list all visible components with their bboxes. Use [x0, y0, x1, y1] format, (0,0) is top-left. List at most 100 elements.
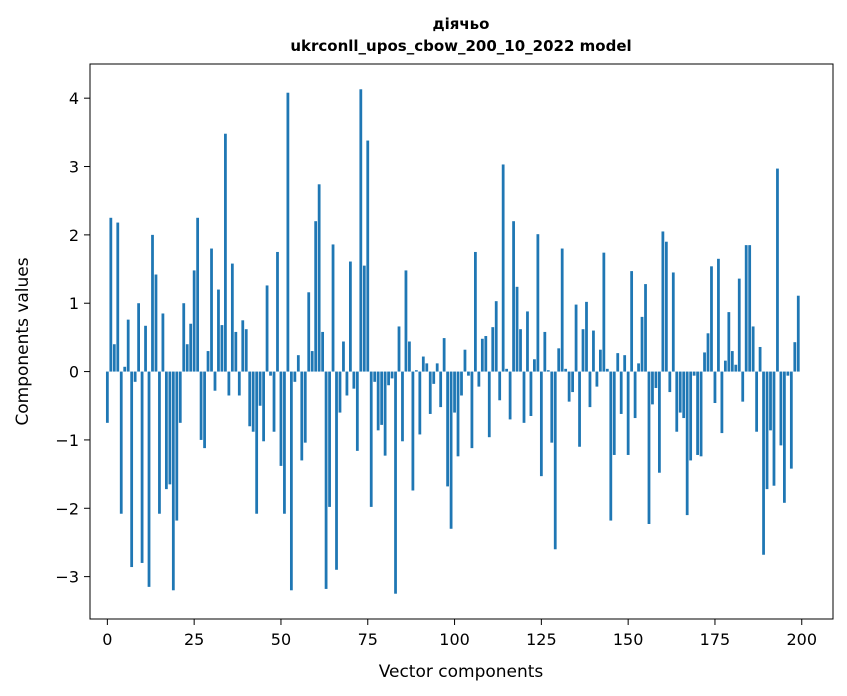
bar: [585, 301, 588, 372]
bar: [515, 286, 519, 372]
bar: [404, 270, 408, 372]
bar: [112, 344, 116, 372]
bar: [651, 371, 654, 405]
bar: [178, 371, 182, 423]
x-tick-label: 0: [102, 630, 112, 649]
bar-series: [105, 89, 800, 594]
bar: [432, 371, 436, 384]
bar: [335, 371, 338, 570]
bar: [359, 89, 363, 372]
bar: [185, 344, 189, 372]
bar: [265, 285, 269, 372]
bar: [595, 371, 599, 387]
bar: [147, 371, 151, 587]
bar: [546, 370, 550, 372]
bar: [210, 248, 213, 372]
bar: [289, 371, 293, 591]
bar: [671, 272, 675, 372]
y-tick-label: 3: [69, 158, 79, 177]
bar: [696, 371, 699, 455]
bar: [796, 295, 800, 372]
bar: [664, 241, 668, 372]
bar: [199, 371, 203, 440]
bar: [154, 274, 158, 372]
bar: [276, 251, 279, 372]
bar: [682, 371, 686, 419]
bar: [685, 371, 689, 516]
bar: [737, 278, 741, 372]
bar: [255, 371, 259, 514]
bar: [425, 363, 429, 372]
bar: [658, 371, 661, 473]
bar: [633, 371, 637, 419]
bar: [272, 371, 276, 432]
bar: [342, 341, 345, 372]
bar: [137, 303, 140, 372]
bar: [126, 319, 130, 372]
bar: [262, 371, 265, 442]
bar: [453, 371, 456, 413]
bar: [539, 371, 543, 477]
bar: [560, 248, 564, 372]
bar: [307, 292, 311, 372]
bar: [772, 371, 776, 486]
bar: [123, 366, 127, 372]
bar: [449, 371, 453, 529]
bar: [661, 231, 665, 372]
bar: [192, 270, 196, 372]
bar: [119, 371, 123, 514]
bar: [355, 371, 359, 451]
bar: [592, 330, 595, 372]
bar: [529, 371, 533, 416]
bar: [480, 338, 484, 372]
bar: [512, 221, 515, 372]
bar: [769, 371, 772, 431]
bar: [498, 371, 502, 401]
bar: [487, 371, 491, 438]
bar: [442, 338, 446, 372]
bar: [647, 371, 651, 524]
x-tick-label: 175: [700, 630, 731, 649]
bar: [762, 371, 765, 555]
bar: [362, 265, 366, 372]
bar: [474, 251, 477, 372]
bar: [720, 371, 724, 434]
bar: [369, 371, 373, 507]
bar: [678, 371, 682, 413]
bar: [460, 371, 463, 396]
bar: [786, 371, 790, 376]
bar: [310, 351, 314, 372]
bar: [300, 371, 304, 461]
bar: [734, 364, 738, 372]
bar: [230, 263, 234, 372]
bar: [609, 371, 613, 521]
bar: [130, 371, 134, 568]
bar: [484, 336, 488, 372]
bar: [401, 371, 404, 442]
x-tick-label: 100: [439, 630, 470, 649]
bar: [168, 371, 172, 485]
bar: [543, 331, 547, 372]
bar: [421, 356, 425, 372]
bar: [189, 323, 193, 372]
bar: [776, 168, 779, 372]
bar: [765, 371, 769, 490]
bar: [640, 316, 644, 372]
bar: [251, 371, 255, 432]
x-tick-label: 125: [526, 630, 557, 649]
bar: [279, 371, 283, 466]
bar: [751, 326, 755, 372]
bar: [435, 363, 439, 372]
bar: [217, 289, 220, 372]
bar: [234, 331, 238, 372]
bar: [581, 329, 585, 372]
bar: [748, 245, 752, 372]
bar: [296, 355, 300, 372]
y-tick-label: −3: [55, 568, 79, 587]
bar: [623, 355, 627, 372]
bar: [224, 133, 227, 372]
bar: [116, 222, 120, 372]
bar: [366, 140, 370, 372]
bar: [730, 351, 734, 372]
bar: [244, 329, 248, 372]
